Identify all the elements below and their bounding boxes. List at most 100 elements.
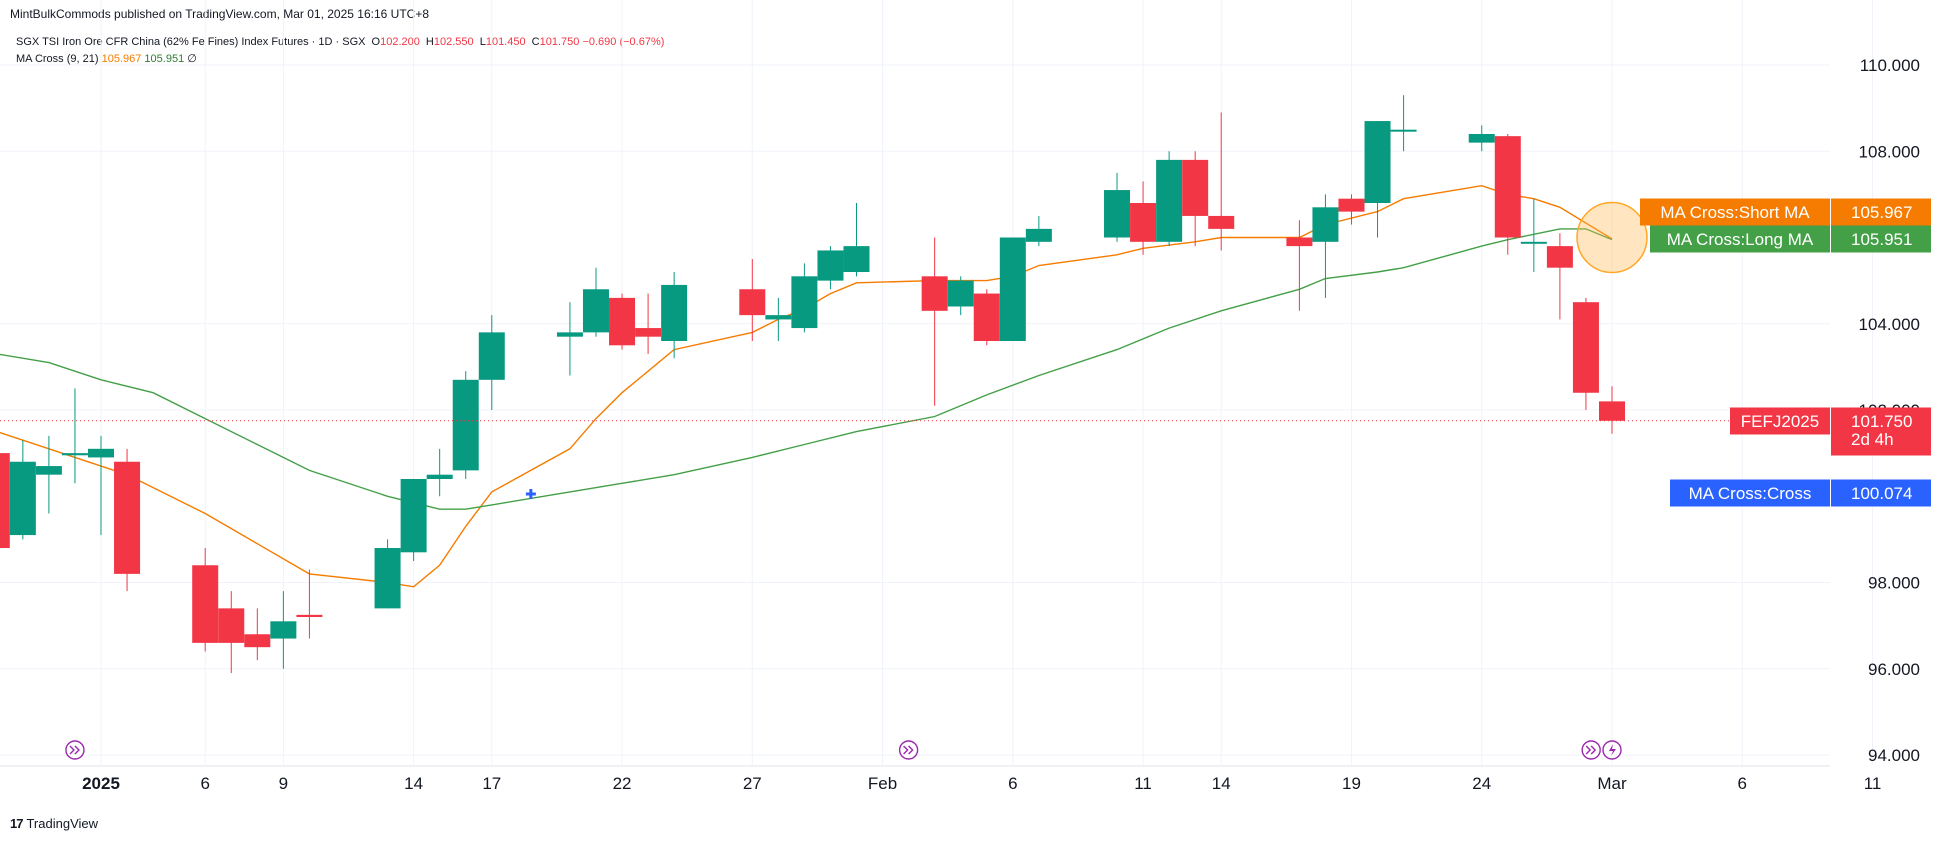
empty-mark: ∅ (187, 53, 197, 65)
candle-body (582, 289, 609, 333)
candle (9, 440, 36, 540)
candle (218, 591, 245, 674)
dividend-event-icon[interactable] (65, 740, 85, 760)
candle-body (1182, 159, 1209, 216)
price-label-value-bg (1831, 407, 1931, 456)
time-tick-label: 11 (1864, 774, 1882, 793)
candle (921, 237, 948, 406)
price-tick-label: 94.000 (1868, 746, 1920, 765)
highlight-circle (1576, 201, 1648, 274)
candle-body (61, 453, 88, 456)
long-ma-value: 105.951 (144, 53, 185, 65)
candle (609, 293, 636, 350)
short-ma-value: 105.967 (101, 53, 142, 65)
dividend-event-icon[interactable] (898, 740, 919, 760)
candle (556, 302, 583, 376)
candle-body (765, 315, 792, 320)
price-label-ma-cross-long-ma: MA Cross:Long MA 105.951 (1650, 225, 1931, 253)
candle (452, 371, 479, 479)
candle (244, 608, 271, 661)
candle-body (973, 293, 1000, 341)
candle-body (817, 250, 844, 281)
candle-body (114, 461, 141, 574)
candle (0, 453, 10, 548)
candle-body (192, 565, 219, 643)
time-tick-label: 9 (279, 774, 288, 793)
low-key: L (479, 36, 486, 48)
dividend-event-icon[interactable] (1581, 740, 1601, 760)
candle (192, 548, 219, 652)
candle (947, 276, 974, 316)
candle (1104, 172, 1131, 242)
tradingview-logo-icon: 17 (10, 816, 24, 831)
time-tick-label: 27 (743, 774, 762, 793)
tradingview-logo[interactable]: 17 TradingView (10, 816, 98, 831)
candle-body (270, 621, 297, 639)
candle-body (791, 276, 818, 329)
price-label-value: 101.750 (1851, 412, 1912, 431)
price-label-name: MA Cross:Long MA (1667, 230, 1814, 249)
low-value: 101.450 (485, 36, 526, 48)
close-value: 101.750 (539, 36, 580, 48)
candle (1494, 134, 1521, 255)
price-tick-label: 108.000 (1859, 142, 1920, 161)
candle-body (1364, 121, 1391, 203)
ma-line (0, 228, 1613, 510)
candle-body (1286, 237, 1313, 247)
candle-body (1312, 207, 1339, 242)
price-tick-label: 98.000 (1868, 574, 1920, 593)
high-key: H (425, 36, 434, 48)
symbol-title: SGX TSI Iron Ore CFR China (62% Fe Fines… (16, 36, 366, 48)
candle-body (635, 328, 662, 337)
candle-body (1338, 198, 1365, 212)
candle-body (1572, 302, 1599, 393)
time-tick-label: 14 (1212, 774, 1231, 793)
candle (426, 448, 453, 497)
time-tick-label: Feb (868, 774, 897, 793)
indicator-legend-row[interactable]: MA Cross (9, 21) 105.967 105.951 ∅ (16, 51, 664, 68)
chart-legend: SGX TSI Iron Ore CFR China (62% Fe Fines… (16, 34, 664, 68)
grid-lines (0, 0, 1874, 767)
candle-body (947, 280, 974, 307)
time-tick-label: 14 (404, 774, 423, 793)
candle-body (556, 332, 583, 337)
candle (1182, 151, 1209, 247)
time-tick-label: 6 (1008, 774, 1017, 793)
time-tick-label: 22 (613, 774, 632, 793)
candle (61, 388, 88, 484)
candle (973, 289, 1000, 346)
time-tick-label: 2025 (82, 774, 120, 793)
candle-body (400, 479, 427, 553)
price-label-value-bg (1831, 225, 1931, 253)
price-label-name-bg (1730, 407, 1830, 435)
symbol-legend-row[interactable]: SGX TSI Iron Ore CFR China (62% Fe Fines… (16, 34, 664, 51)
open-value: 102.200 (380, 36, 420, 48)
indicator-title: MA Cross (9, 21) (16, 53, 99, 65)
candle-body (1494, 136, 1521, 238)
candle (1599, 386, 1625, 434)
time-axis[interactable]: 2025 6 9 14 17 22 27 Feb 6 11 14 19 24 Mar 6 11 (82, 774, 1881, 793)
candle (88, 435, 114, 536)
split-event-icon[interactable] (1602, 740, 1622, 760)
event-markers (65, 740, 1622, 760)
close-key: C (531, 36, 540, 48)
candle-body (35, 466, 62, 475)
change-value: −0.690 (−0.67%) (582, 36, 665, 48)
cross-marker (525, 489, 536, 499)
candle-body (218, 608, 245, 643)
candle-body (244, 634, 271, 648)
candle-body (1156, 159, 1183, 242)
time-tick-label: 6 (1738, 774, 1747, 793)
price-label-ma-cross-short-ma: MA Cross:Short MA 105.967 (1640, 198, 1931, 226)
price-tick-label: 104.000 (1859, 315, 1920, 334)
price-label-name: MA Cross:Short MA (1660, 203, 1810, 222)
candle (35, 435, 62, 514)
candle (1390, 95, 1417, 152)
candle-body (296, 614, 323, 617)
price-tick-label: 96.000 (1868, 660, 1920, 679)
candle (1572, 297, 1599, 410)
publisher-line: MintBulkCommods published on TradingView… (10, 7, 429, 21)
price-label-ma-cross-cross: MA Cross:Cross 100.074 (1670, 479, 1931, 507)
